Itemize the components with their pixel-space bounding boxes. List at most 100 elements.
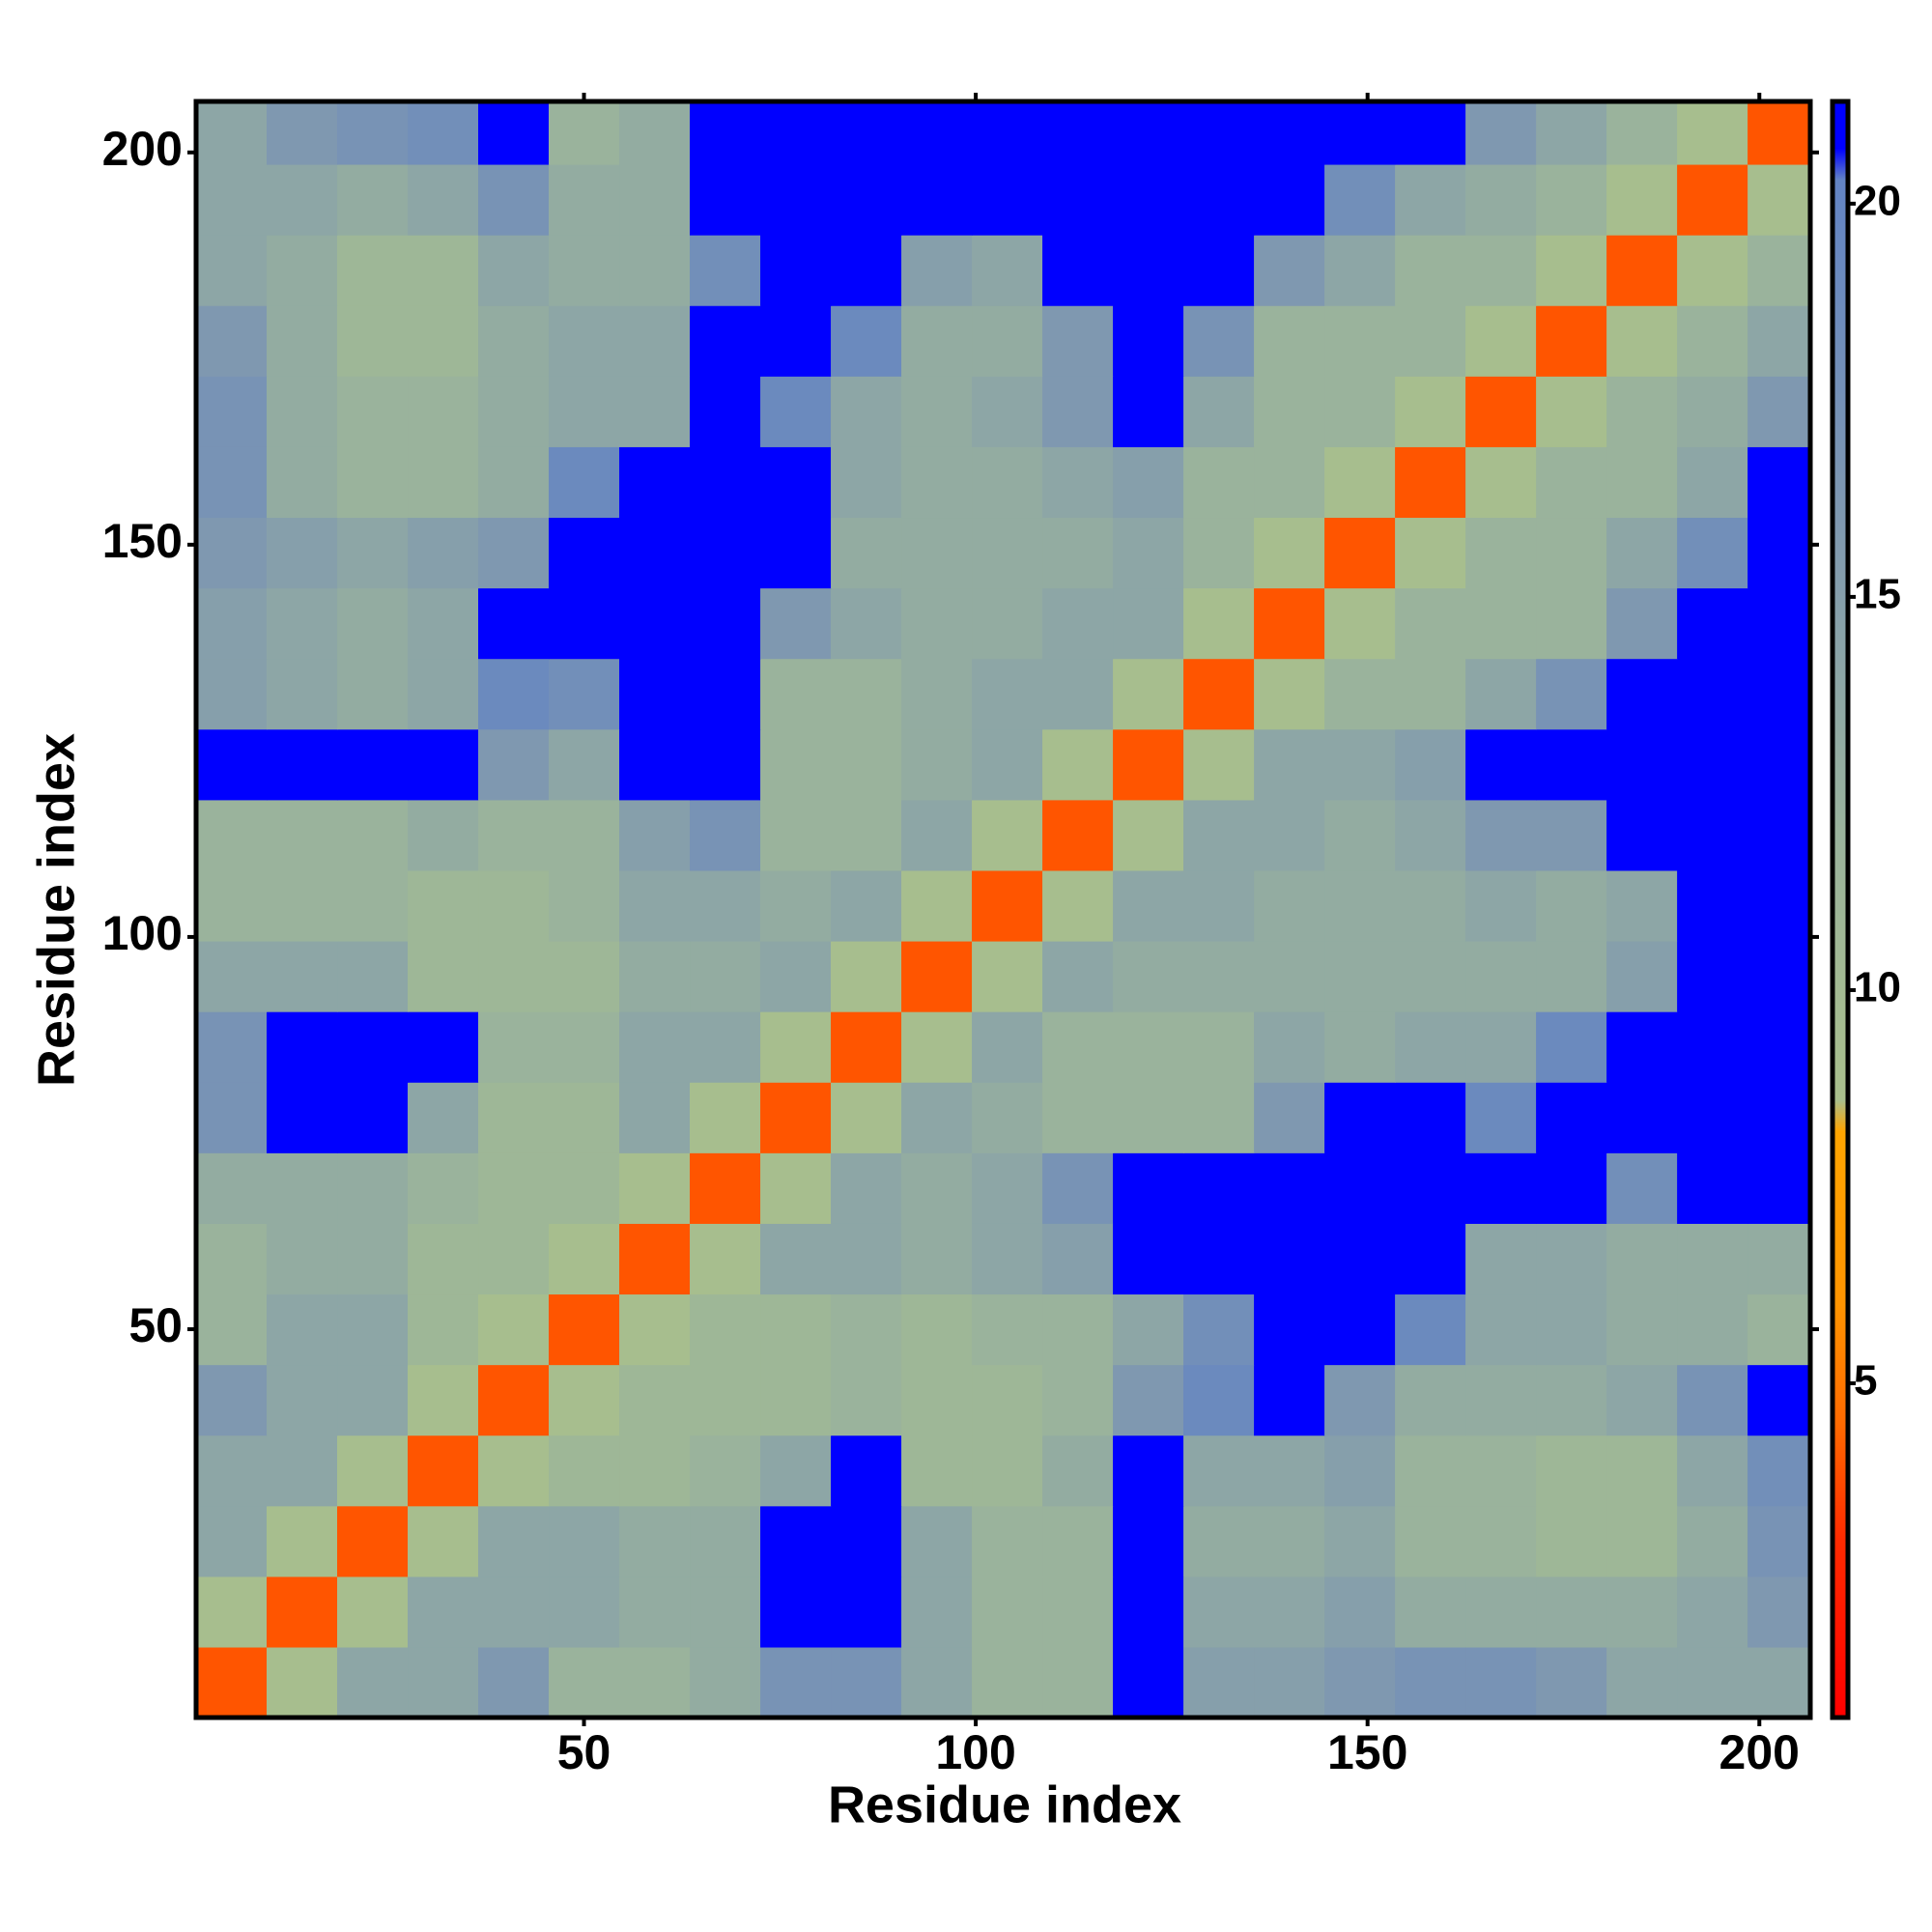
heatmap-cell: [1465, 658, 1537, 730]
heatmap-cell: [831, 1505, 902, 1577]
heatmap-cell: [1677, 446, 1748, 519]
heatmap-cell: [1183, 940, 1255, 1012]
heatmap-cell: [1536, 1011, 1607, 1083]
heatmap-cell: [337, 1505, 409, 1577]
heatmap-cell: [1254, 940, 1325, 1012]
heatmap-cell: [1254, 376, 1325, 447]
heatmap-cell: [972, 869, 1043, 942]
heatmap-cell: [1042, 799, 1114, 871]
heatmap-cell: [1324, 1505, 1396, 1577]
heatmap-cell: [1254, 1364, 1325, 1436]
heatmap-cell: [831, 517, 902, 589]
heatmap-cell: [408, 658, 479, 730]
heatmap-cell: [1113, 1223, 1184, 1295]
heatmap-cell: [1536, 1646, 1607, 1719]
heatmap-cell: [1677, 1576, 1748, 1648]
heatmap-cell: [196, 1435, 268, 1507]
heatmap-cell: [901, 1223, 973, 1295]
heatmap-cell: [1536, 517, 1607, 589]
heatmap-cell: [1395, 1435, 1466, 1507]
heatmap-cell: [972, 305, 1043, 377]
heatmap-cell: [972, 163, 1043, 236]
heatmap-cell: [1536, 101, 1607, 165]
heatmap-cell: [196, 305, 268, 377]
heatmap-cell: [267, 1082, 338, 1153]
heatmap-cell: [1465, 728, 1537, 801]
heatmap-cell: [196, 869, 268, 942]
heatmap-cell: [831, 1576, 902, 1648]
heatmap-cell: [901, 658, 973, 730]
heatmap-cell: [196, 235, 268, 306]
heatmap-cell: [972, 517, 1043, 589]
heatmap-cell: [1254, 1576, 1325, 1648]
heatmap-cell: [901, 869, 973, 942]
heatmap-cell: [1606, 163, 1678, 236]
heatmap-cell: [690, 1435, 761, 1507]
heatmap-cell: [196, 376, 268, 447]
heatmap-cell: [619, 1152, 691, 1224]
heatmap-cell: [1747, 235, 1811, 306]
heatmap-cell: [831, 1435, 902, 1507]
heatmap-cell: [267, 728, 338, 801]
heatmap-cell: [901, 728, 973, 801]
heatmap-cell: [972, 446, 1043, 519]
heatmap-cell: [1113, 728, 1184, 801]
heatmap-cell: [619, 728, 691, 801]
heatmap-cell: [337, 235, 409, 306]
heatmap-cell: [1465, 305, 1537, 377]
heatmap-cell: [1465, 1152, 1537, 1224]
heatmap-cell: [337, 1293, 409, 1366]
heatmap-cell: [1254, 517, 1325, 589]
heatmap-cell: [1747, 1364, 1811, 1436]
heatmap-cell: [1183, 1011, 1255, 1083]
heatmap-cell: [972, 1293, 1043, 1366]
heatmap-cell: [1113, 658, 1184, 730]
heatmap-cell: [1536, 587, 1607, 660]
heatmap-cell: [1395, 869, 1466, 942]
heatmap-cell: [267, 376, 338, 447]
heatmap-cell: [1677, 1082, 1748, 1153]
heatmap-cell: [1324, 446, 1396, 519]
heatmap-cell: [1395, 163, 1466, 236]
heatmap-cell: [1113, 101, 1184, 165]
heatmap-cell: [1747, 587, 1811, 660]
heatmap-cell: [1042, 869, 1114, 942]
heatmap-cell: [478, 1082, 550, 1153]
heatmap-cell: [1395, 101, 1466, 165]
heatmap-cell: [901, 587, 973, 660]
heatmap-cell: [1465, 235, 1537, 306]
heatmap-cell: [1536, 1293, 1607, 1366]
y-axis-title: Residue index: [27, 733, 85, 1087]
heatmap-cell: [1536, 1364, 1607, 1436]
heatmap-cell: [1395, 1364, 1466, 1436]
heatmap-cell: [549, 728, 620, 801]
heatmap-cell: [1254, 1505, 1325, 1577]
heatmap-cell: [408, 587, 479, 660]
heatmap-cell: [1606, 1011, 1678, 1083]
heatmap-cell: [549, 869, 620, 942]
heatmap-cell: [478, 940, 550, 1012]
heatmap-cell: [1465, 376, 1537, 447]
heatmap-cell: [1254, 446, 1325, 519]
heatmap-cell: [901, 1082, 973, 1153]
heatmap-cell: [760, 1223, 832, 1295]
heatmap-cell: [549, 1223, 620, 1295]
heatmap-cell: [1254, 728, 1325, 801]
heatmap-cell: [1042, 1011, 1114, 1083]
heatmap-cell: [408, 1576, 479, 1648]
heatmap-cell: [1395, 1505, 1466, 1577]
heatmap-cell: [1606, 1505, 1678, 1577]
heatmap-cell: [1113, 799, 1184, 871]
heatmap-cell: [760, 1646, 832, 1719]
x-axis-title: Residue index: [828, 1776, 1181, 1833]
heatmap-cell: [1465, 1646, 1537, 1719]
heatmap-cell: [1113, 869, 1184, 942]
heatmap-cell: [1606, 1293, 1678, 1366]
heatmap-cell: [1324, 1152, 1396, 1224]
heatmap-cell: [1536, 1223, 1607, 1295]
heatmap-cell: [408, 101, 479, 165]
heatmap-cell: [1042, 1505, 1114, 1577]
heatmap-cell: [690, 1223, 761, 1295]
x-tick-label: 200: [1719, 1725, 1800, 1779]
heatmap-cell: [760, 1082, 832, 1153]
